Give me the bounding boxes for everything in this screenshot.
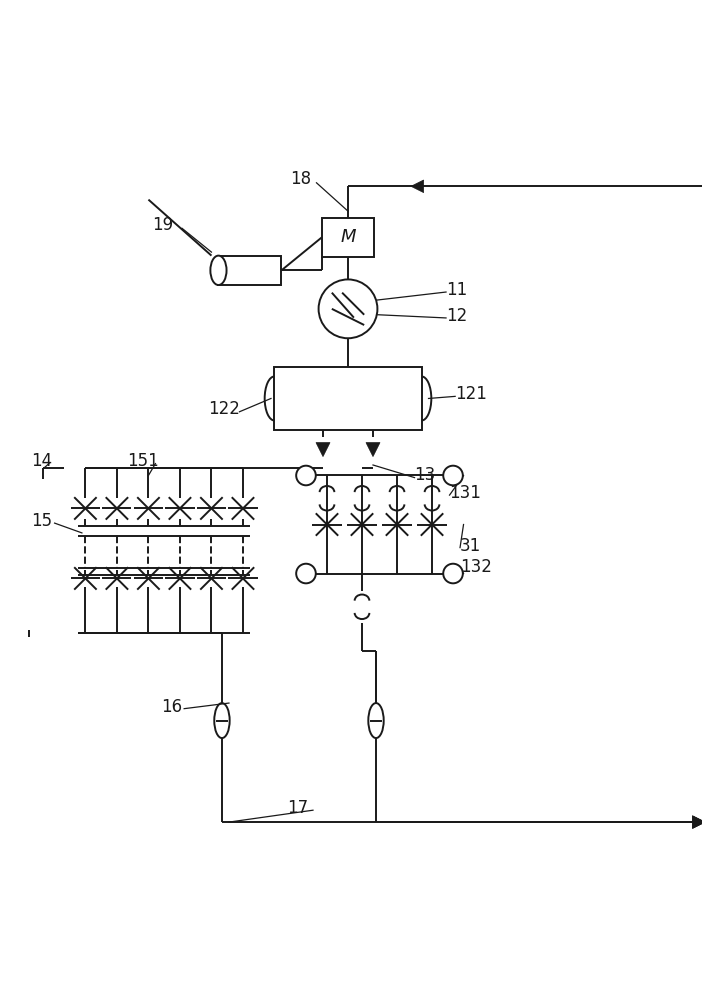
Polygon shape (366, 443, 380, 457)
Bar (322, 218, 374, 257)
Text: 132: 132 (460, 558, 492, 576)
Text: 14: 14 (31, 452, 52, 470)
Polygon shape (316, 443, 330, 457)
Bar (219, 256, 281, 285)
Polygon shape (692, 816, 703, 828)
Circle shape (296, 466, 316, 485)
Text: 151: 151 (127, 452, 159, 470)
Text: 31: 31 (460, 537, 482, 555)
Polygon shape (692, 816, 703, 828)
Text: 11: 11 (446, 281, 467, 299)
Text: 131: 131 (449, 484, 482, 502)
Ellipse shape (210, 256, 226, 285)
Text: 19: 19 (152, 216, 173, 234)
Text: M: M (340, 228, 356, 246)
Text: 17: 17 (287, 799, 308, 817)
Text: 13: 13 (415, 466, 436, 484)
Text: 15: 15 (31, 512, 52, 530)
Circle shape (318, 279, 378, 338)
Text: 121: 121 (455, 385, 487, 403)
Text: 16: 16 (161, 698, 182, 716)
Circle shape (443, 564, 463, 583)
Polygon shape (411, 180, 424, 193)
Text: 122: 122 (208, 400, 240, 418)
Circle shape (296, 564, 316, 583)
Text: 12: 12 (446, 307, 467, 325)
Circle shape (443, 466, 463, 485)
Bar (274, 367, 422, 430)
Text: 18: 18 (290, 170, 311, 188)
